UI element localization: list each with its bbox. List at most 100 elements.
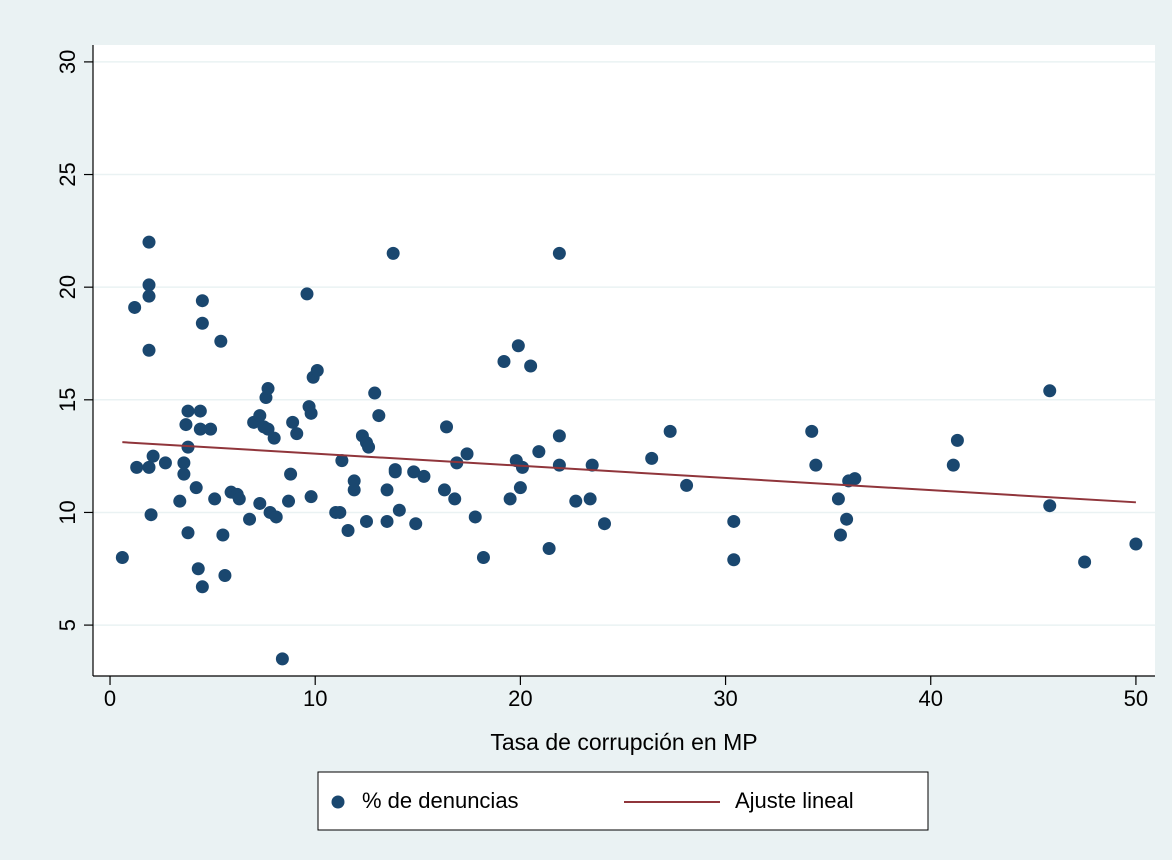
point	[191, 562, 205, 576]
point	[583, 492, 597, 506]
point	[218, 569, 232, 583]
point	[193, 404, 207, 418]
point	[532, 445, 546, 459]
point	[598, 517, 612, 531]
point	[368, 386, 382, 400]
point	[542, 541, 556, 555]
point	[290, 427, 304, 441]
point	[1043, 499, 1057, 513]
y-tick-label: 25	[55, 162, 80, 186]
point	[115, 551, 129, 565]
point	[189, 481, 203, 495]
point	[388, 465, 402, 479]
point	[840, 512, 854, 526]
point	[1043, 384, 1057, 398]
x-tick-label: 30	[713, 686, 737, 711]
point	[341, 523, 355, 537]
point	[524, 359, 538, 373]
point	[128, 300, 142, 314]
point	[181, 526, 195, 540]
point	[392, 503, 406, 517]
point	[177, 467, 191, 481]
point	[727, 553, 741, 567]
point	[511, 339, 525, 353]
point	[304, 490, 318, 504]
point	[304, 406, 318, 420]
point	[727, 514, 741, 528]
point	[372, 409, 386, 423]
legend-label: Ajuste lineal	[735, 788, 854, 813]
point	[386, 246, 400, 260]
point	[177, 456, 191, 470]
point	[513, 481, 527, 495]
point	[380, 514, 394, 528]
point	[409, 517, 423, 531]
point	[181, 440, 195, 454]
point	[179, 418, 193, 432]
point	[833, 528, 847, 542]
point	[216, 528, 230, 542]
point	[552, 458, 566, 472]
point	[261, 382, 275, 396]
point	[193, 422, 207, 436]
point	[503, 492, 517, 506]
point	[417, 469, 431, 483]
point	[333, 505, 347, 519]
legend-marker	[331, 795, 345, 809]
point	[552, 246, 566, 260]
y-tick-label: 15	[55, 388, 80, 412]
x-axis-label: Tasa de corrupción en MP	[490, 729, 757, 755]
point	[515, 460, 529, 474]
point	[146, 449, 160, 463]
point	[195, 316, 209, 330]
point	[497, 355, 511, 369]
point	[269, 510, 283, 524]
point	[380, 483, 394, 497]
point	[142, 278, 156, 292]
point	[552, 429, 566, 443]
point	[809, 458, 823, 472]
point	[347, 483, 361, 497]
point	[275, 652, 289, 666]
point	[142, 235, 156, 249]
point	[181, 404, 195, 418]
point	[437, 483, 451, 497]
point	[208, 492, 222, 506]
point	[645, 451, 659, 465]
point	[142, 460, 156, 474]
x-tick-label: 50	[1124, 686, 1148, 711]
point	[232, 492, 246, 506]
y-tick-label: 30	[55, 50, 80, 74]
point	[448, 492, 462, 506]
point	[173, 494, 187, 508]
point	[1078, 555, 1092, 569]
point	[142, 343, 156, 357]
point	[286, 415, 300, 429]
point	[144, 508, 158, 522]
point	[585, 458, 599, 472]
point	[476, 551, 490, 565]
point	[253, 496, 267, 510]
point	[440, 420, 454, 434]
y-tick-label: 10	[55, 500, 80, 524]
x-tick-label: 20	[508, 686, 532, 711]
point	[243, 512, 257, 526]
point	[460, 447, 474, 461]
fit-line	[122, 441, 1136, 504]
point	[335, 454, 349, 468]
point	[362, 440, 376, 454]
legend-label: % de denuncias	[362, 788, 519, 813]
point	[195, 580, 209, 594]
point	[214, 334, 228, 348]
point	[805, 424, 819, 438]
point	[142, 289, 156, 303]
x-tick-label: 40	[918, 686, 942, 711]
point	[946, 458, 960, 472]
point	[310, 364, 324, 378]
x-tick-label: 0	[104, 686, 116, 711]
point	[831, 492, 845, 506]
y-tick-label: 5	[55, 619, 80, 631]
point	[204, 422, 218, 436]
point	[663, 424, 677, 438]
